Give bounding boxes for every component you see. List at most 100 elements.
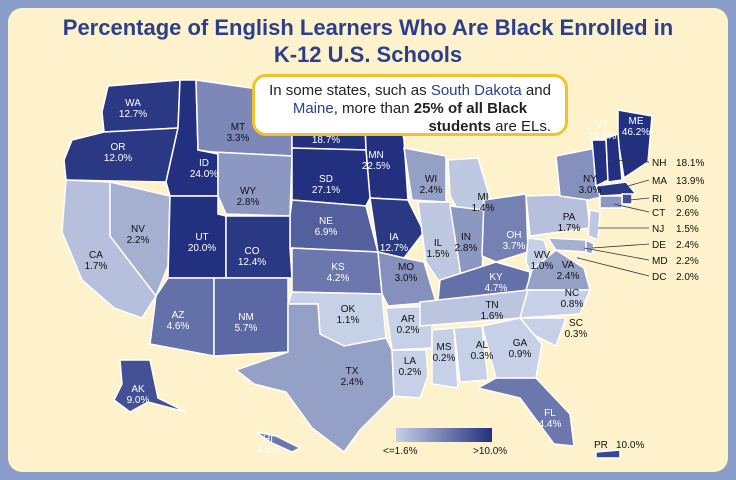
state-label-id: ID (199, 158, 209, 169)
state-nc (518, 289, 592, 319)
state-label-ia: IA (389, 232, 399, 243)
state-label-nj: NJ (652, 224, 664, 235)
state-tx (234, 303, 395, 454)
state-label-tn: TN (485, 300, 498, 311)
state-nj (587, 209, 601, 242)
leader-line-dc (577, 257, 650, 277)
state-value-mo: 3.0% (395, 273, 418, 284)
state-value-hi: 4.5% (257, 445, 280, 456)
state-value-mt: 3.3% (227, 133, 250, 144)
state-label-il: IL (434, 238, 443, 249)
state-value-az: 4.6% (167, 321, 190, 332)
state-value-co: 12.4% (238, 257, 266, 268)
state-value-ct: 2.6% (676, 208, 699, 219)
state-label-ms: MS (437, 342, 452, 353)
state-value-or: 12.0% (104, 153, 132, 164)
state-label-mi: MI (477, 192, 488, 203)
state-value-dc: 2.0% (676, 272, 699, 283)
state-hi (255, 431, 302, 453)
state-label-ar: AR (401, 314, 415, 325)
state-value-ca: 1.7% (85, 261, 108, 272)
state-value-wi: 2.4% (420, 185, 443, 196)
state-label-de: DE (652, 240, 666, 251)
state-ak (113, 359, 187, 413)
state-co (225, 215, 293, 279)
state-la (391, 349, 429, 399)
state-label-wa: WA (125, 98, 141, 109)
state-label-wy: WY (240, 186, 256, 197)
state-sd (291, 147, 371, 207)
leader-line-ri (629, 197, 650, 201)
state-label-mt: MT (231, 122, 245, 133)
state-label-sc: SC (569, 318, 583, 329)
state-value-wv: 1.0% (531, 261, 554, 272)
leader-line-ma (627, 179, 650, 187)
state-label-ak: AK (131, 384, 145, 395)
state-oh (481, 193, 529, 263)
state-ct (599, 195, 623, 209)
callout-text-8: are ELs. (490, 118, 551, 135)
state-value-la: 0.2% (399, 367, 422, 378)
state-label-ga: GA (513, 338, 528, 349)
state-value-nd: 18.7% (312, 135, 340, 146)
page-title: Percentage of English Learners Who Are B… (0, 14, 736, 68)
state-label-mo: MO (398, 262, 414, 273)
state-value-nc: 0.8% (561, 299, 584, 310)
state-label-mn: MN (368, 150, 384, 161)
state-value-ri: 9.0% (676, 194, 699, 205)
callout-text-5: , more than (333, 100, 414, 117)
state-value-ut: 20.0% (188, 243, 216, 254)
state-value-al: 0.3% (471, 351, 494, 362)
state-label-al: AL (476, 340, 489, 351)
state-value-sc: 0.3% (565, 329, 588, 340)
state-value-oh: 3.7% (503, 241, 526, 252)
state-ne (289, 199, 379, 253)
state-value-tn: 1.6% (481, 311, 504, 322)
leader-line-de (591, 243, 650, 249)
state-label-wi: WI (425, 174, 437, 185)
state-value-md: 2.2% (676, 256, 699, 267)
state-label-hi: HI (263, 434, 273, 445)
callout-text-3: and (521, 82, 551, 99)
state-ga (481, 317, 543, 379)
state-label-nc: NC (565, 288, 579, 299)
state-value-ia: 12.7% (380, 243, 408, 254)
state-value-nv: 2.2% (127, 235, 150, 246)
callout-emphasis-1: 25% of all Black (413, 100, 528, 117)
legend-high-label: >10.0% (473, 446, 508, 457)
state-nh (605, 132, 623, 183)
state-value-mi: 1.4% (472, 203, 495, 214)
leader-line-md (583, 247, 650, 261)
state-value-in: 2.8% (455, 243, 478, 254)
state-label-co: CO (245, 246, 260, 257)
callout-emphasis-2: students (428, 118, 491, 135)
state-value-wy: 2.8% (237, 197, 260, 208)
state-label-az: AZ (172, 310, 185, 321)
leader-lines (577, 159, 650, 277)
state-value-pr: 10.0% (616, 440, 644, 451)
state-label-nv: NV (131, 224, 145, 235)
state-value-ky: 4.7% (485, 283, 508, 294)
state-nv (109, 181, 171, 298)
state-ms (431, 327, 459, 389)
state-value-wa: 12.7% (119, 109, 147, 120)
state-al (453, 325, 489, 383)
state-value-va: 2.4% (557, 271, 580, 282)
state-label-ca: CA (89, 250, 103, 261)
legend-low-label: <=1.6% (383, 446, 418, 457)
leader-line-ct (613, 203, 650, 213)
state-value-nh: 18.1% (676, 158, 704, 169)
state-labels: WA12.7%OR12.0%ID24.0%MT3.3%ND18.7%MN22.5… (85, 98, 705, 456)
state-label-ok: OK (341, 304, 356, 315)
state-label-ne: NE (319, 216, 333, 227)
state-label-va: VA (562, 260, 575, 271)
state-value-sd: 27.1% (312, 185, 340, 196)
state-value-ga: 0.9% (509, 349, 532, 360)
state-value-me: 46.2% (622, 127, 650, 138)
state-label-ct: CT (652, 208, 665, 219)
state-label-la: LA (404, 356, 417, 367)
state-ia (369, 197, 425, 259)
state-label-me: ME (629, 116, 644, 127)
state-label-wv: WV (534, 250, 550, 261)
